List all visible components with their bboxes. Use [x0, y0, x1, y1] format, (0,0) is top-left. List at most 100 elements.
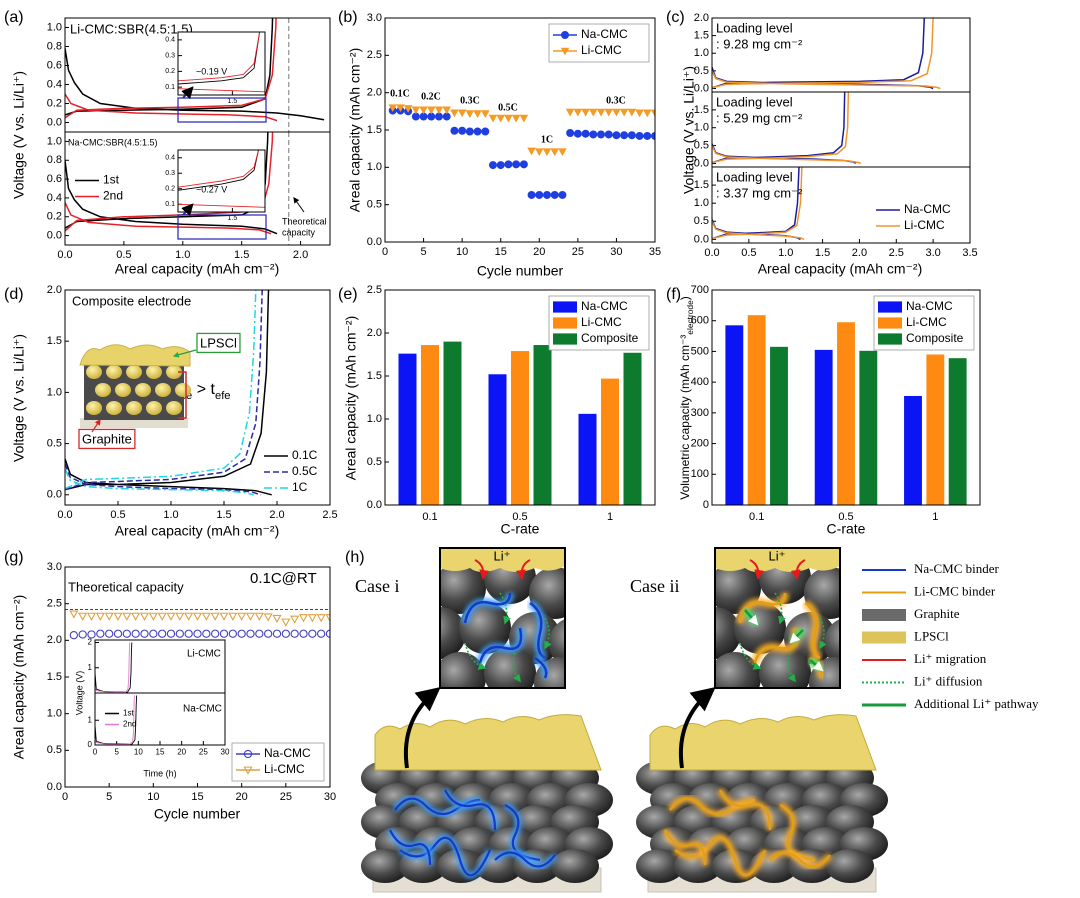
marker [589, 130, 598, 139]
legend-item: Li-CMC binder [862, 583, 996, 598]
marker [272, 629, 282, 638]
chart: 0.0 0.5 1.0 1.5 2.0 2.5 0.1 0.5 1 (e) C-rate Areal … [338, 284, 656, 537]
binder-line [719, 789, 772, 831]
marker [131, 629, 140, 638]
y-tick-label: 0.5 [694, 65, 709, 77]
y-tick-label: 0.5 [694, 139, 709, 151]
x-tick-label: 1.0 [778, 247, 793, 259]
marker [643, 131, 652, 140]
marker [581, 108, 590, 117]
legend-label: Li-CMC [581, 43, 622, 57]
ion-label: Li⁺ [494, 548, 511, 563]
bar [511, 351, 529, 505]
series-line [65, 290, 257, 496]
particle [86, 365, 102, 379]
marker [650, 109, 655, 118]
marker [255, 629, 264, 638]
y-tick-label: 0.5 [47, 744, 62, 756]
diffusion-arrow [774, 592, 786, 625]
marker [504, 114, 513, 123]
y-tick-label: 0.8 [47, 40, 62, 52]
marker [104, 612, 114, 621]
x-tick-label: 5 [114, 747, 119, 756]
marker [325, 614, 330, 623]
x-tick-label: 25 [199, 747, 208, 756]
x-axis-label: Areal capacity (mAh cm⁻²) [758, 261, 923, 277]
frame [711, 166, 971, 244]
frame [64, 131, 331, 246]
series-line [65, 290, 272, 496]
lpscl-layer [440, 548, 565, 572]
marker [458, 126, 467, 135]
series-line [65, 290, 263, 496]
x-tick-label: 0.5 [512, 511, 527, 523]
marker [627, 131, 636, 140]
marker [527, 190, 536, 199]
x-tick-label: 0 [62, 791, 68, 803]
legend-label: Li-CMC binder [914, 583, 996, 598]
x-tick-label: 1.5 [234, 249, 249, 261]
marker [246, 629, 255, 638]
plot-area [712, 167, 805, 241]
x-tick-label: 0.5 [116, 249, 131, 261]
chart: 0.0 0.2 0.4 0.6 0.8 1.0 0.0 0.5 1.0 1.5 2.0 Areal c… [47, 131, 331, 277]
case-label: Case ii [630, 576, 680, 596]
marker [573, 108, 583, 117]
y-tick-label: 0.1 [165, 84, 175, 91]
x-tick-label: 3.5 [962, 247, 977, 259]
x-axis-label: Areal capacity (mAh cm⁻²) [115, 523, 280, 539]
binder-line [494, 851, 556, 868]
legend-label: Li⁺ diffusion [914, 673, 983, 688]
x-axis-label: Cycle number [477, 263, 564, 279]
marker [264, 629, 273, 638]
zoom-view [715, 548, 840, 688]
marker [419, 106, 428, 115]
zoom-arrow [403, 686, 441, 769]
annotation: ~0.27 V [196, 184, 227, 194]
y-tick-label: 3.0 [367, 12, 382, 24]
text-part: Volumetric capacity (mAh cm⁻³ [678, 335, 692, 500]
legend-label: Na-CMC [904, 202, 951, 216]
marker [473, 110, 482, 118]
y-tick-label: 500 [691, 345, 709, 357]
y-tick-label: 200 [691, 437, 709, 449]
legend-label: Na-CMC [581, 27, 628, 41]
y-tick-label: 0.0 [367, 499, 382, 511]
y-tick-label: 0.5 [367, 456, 382, 468]
binder-line [664, 829, 707, 866]
binder-line [769, 851, 831, 868]
chart: 0 100 200 300 400 500 600 700 0.1 0.5 1 (f) C-rate Vo… [666, 284, 981, 537]
bar [601, 378, 619, 505]
legend-label: Additional Li⁺ pathway [914, 696, 1039, 711]
bar [398, 353, 417, 505]
graphite-particle [361, 849, 409, 883]
x-tick-label: 5 [106, 791, 112, 803]
inset-bg [712, 18, 970, 92]
bar [904, 395, 922, 505]
marker [581, 129, 590, 138]
legend-item: Graphite [862, 606, 960, 621]
x-tick-label: 1.5 [228, 98, 238, 105]
panel-label: (e) [338, 286, 358, 303]
y-tick-label: 100 [691, 468, 709, 480]
marker [457, 109, 467, 118]
marker [184, 629, 193, 638]
y-tick-label: 1 [88, 715, 93, 724]
series-line [178, 32, 261, 85]
series-line [712, 92, 862, 165]
x-tick-label: 0.5 [741, 247, 756, 259]
y-tick-label: 700 [691, 284, 709, 296]
legend: Na-CMC Li-CMC [231, 742, 325, 782]
y-tick-label: 0.6 [47, 173, 62, 185]
migration-arrow [474, 559, 490, 580]
legend-item: Li⁺ migration [862, 651, 987, 666]
marker [113, 612, 123, 621]
marker [184, 612, 194, 621]
y-tick-label: 0.0 [367, 236, 382, 248]
marker [612, 131, 621, 140]
annotation: 1C [541, 134, 553, 145]
particle [135, 383, 151, 397]
plot-area [398, 341, 642, 505]
migration-arrow [790, 559, 806, 580]
annotation: 0.1C@RT [250, 570, 317, 587]
